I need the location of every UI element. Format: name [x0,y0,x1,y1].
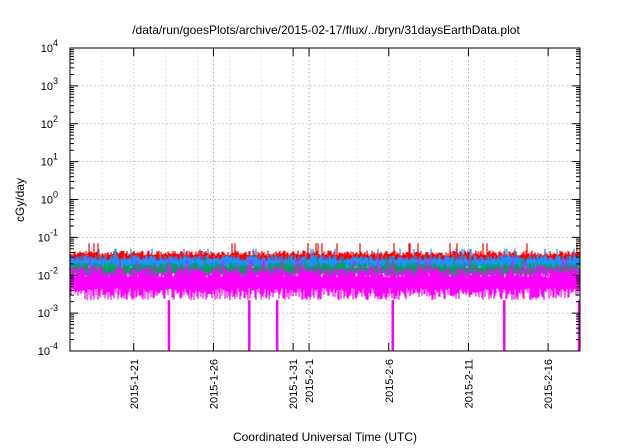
x-tick-label: 2015-1-31 [288,359,300,409]
y-tick-label: 102 [41,114,58,131]
y-tick-label: 103 [41,76,58,93]
x-tick-label: 2015-2-16 [543,359,555,409]
y-axis-label: cGy/day [13,178,27,222]
x-tick-label: 2015-1-26 [208,359,220,409]
y-tick-label: 104 [41,38,58,55]
ticks: 10-4 10-3 10-2 10-1 100 101 102 103 104 2015-1-21… [38,38,580,409]
y-tick-label: 10-3 [38,303,58,320]
x-tick-label: 2015-2-11 [463,359,475,408]
y-tick-label: 10-1 [38,227,58,244]
y-tick-label: 10-2 [38,265,58,282]
x-axis-label: Coordinated Universal Time (UTC) [233,430,417,444]
y-tick-label: 100 [41,190,58,207]
series-layer [69,243,581,351]
x-tick-label: 2015-2-6 [384,359,396,403]
y-tick-label: 10-4 [38,341,58,358]
chart-title: /data/run/goesPlots/archive/2015-02-17/f… [132,23,520,37]
y-tick-label: 101 [41,152,58,169]
x-tick-label: 2015-2-1 [304,359,316,403]
series-3 [69,260,581,351]
x-tick-label: 2015-1-21 [129,359,141,409]
